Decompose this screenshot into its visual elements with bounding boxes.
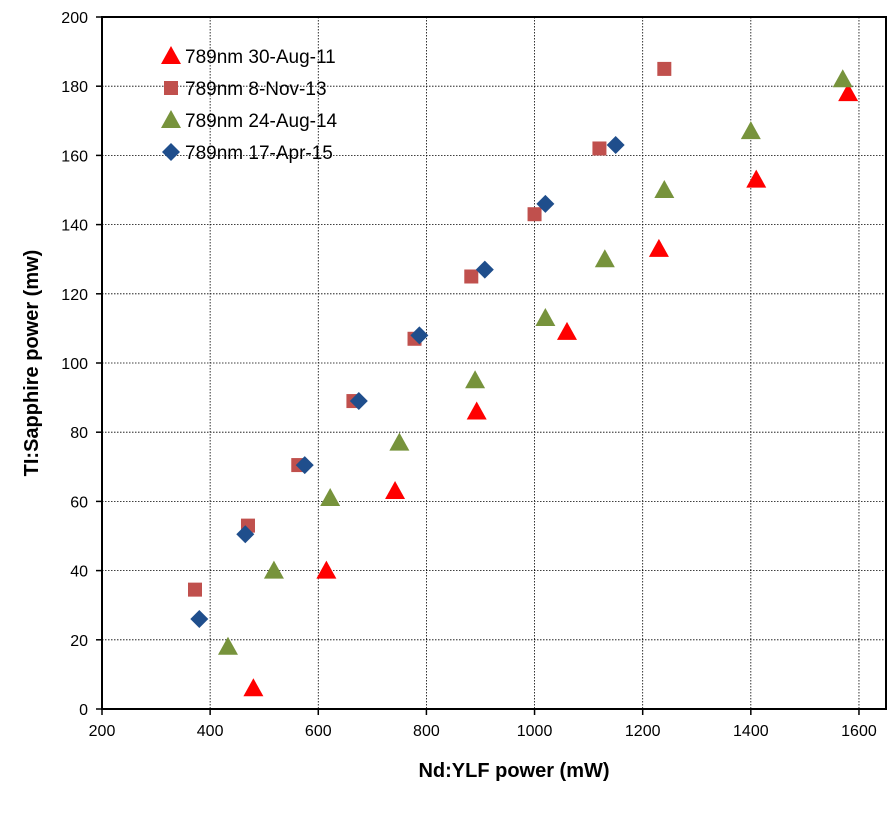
x-tick-label: 400 [197,723,224,740]
data-point [295,456,314,475]
y-axis-title: TI:Sapphire power (mw) [21,250,43,477]
data-point [592,141,607,156]
legend-item: 789nm 30-Aug-11 [161,46,336,68]
x-tick-label: 600 [305,723,332,740]
data-point [535,308,556,327]
legend-label: 789nm 17-Apr-15 [185,143,333,164]
x-tick-label: 1400 [733,723,769,740]
x-axis-title: Nd:YLF power (mW) [418,760,609,782]
data-point [740,121,761,140]
x-tick-label: 200 [89,723,116,740]
data-point [389,432,410,451]
legend-marker [161,46,181,64]
data-point [316,560,337,579]
data-point [465,370,486,389]
y-tick-label: 200 [61,10,88,27]
data-point [190,610,209,629]
legend-item: 789nm 24-Aug-14 [161,110,338,132]
legend-label: 789nm 24-Aug-14 [185,111,338,132]
legend-item: 789nm 17-Apr-15 [162,143,333,164]
data-point [236,525,255,544]
x-tick-label: 1600 [841,723,877,740]
data-point [648,238,669,257]
x-tick-label: 1000 [517,723,553,740]
data-point [410,326,429,345]
series-3-points [190,136,625,629]
legend-item: 789nm 8-Nov-13 [164,79,327,100]
series-0-points [243,83,859,697]
legend-marker [162,143,180,161]
x-tick-label: 1200 [625,723,661,740]
legend-label: 789nm 8-Nov-13 [185,79,327,100]
data-point [466,401,487,420]
data-point [263,560,284,579]
data-point [320,487,341,506]
y-tick-label: 20 [70,633,88,650]
data-point [349,392,368,411]
data-point [217,636,238,655]
data-point [385,481,406,500]
data-point [654,180,675,198]
data-points [187,61,859,697]
axis-ticks: 200 400 600 800 1000 1200 1400 1600 0 20 40 60 80 100… [61,10,877,740]
y-tick-label: 40 [70,564,88,581]
data-point [594,249,615,268]
data-point [464,269,479,284]
x-tick-label: 800 [413,723,440,740]
y-tick-label: 140 [61,218,88,235]
data-point [527,207,542,222]
y-tick-label: 180 [61,79,88,96]
y-tick-label: 60 [70,494,88,511]
y-tick-label: 0 [79,702,88,719]
y-tick-label: 100 [61,356,88,373]
y-tick-label: 80 [70,425,88,442]
series-2-points [217,69,853,655]
data-point [832,69,853,88]
data-point [746,169,767,188]
legend-marker [161,110,181,128]
legend-label: 789nm 30-Aug-11 [185,47,336,68]
data-point [556,321,577,340]
data-point [606,136,625,155]
data-point [838,83,859,102]
data-point [657,61,672,76]
data-point [187,582,202,597]
data-point [243,678,264,697]
legend-marker [164,81,178,95]
data-point [536,194,555,213]
legend: 789nm 30-Aug-11 789nm 8-Nov-13 789nm 24-Au… [161,46,338,164]
y-tick-label: 120 [61,287,88,304]
y-tick-label: 160 [61,148,88,165]
data-point [475,260,494,279]
